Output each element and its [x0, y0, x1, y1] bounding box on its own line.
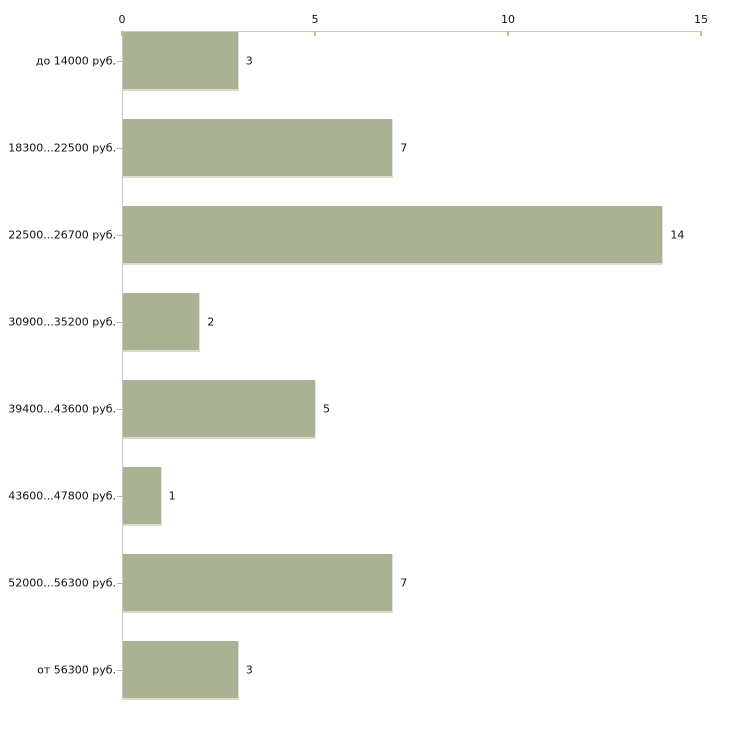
- bar: [123, 467, 162, 526]
- x-tick-label: 10: [501, 13, 515, 26]
- category-label: 18300...22500 руб.: [8, 141, 116, 154]
- x-tick-label: 0: [118, 13, 126, 26]
- bar: [123, 32, 239, 91]
- category-label: до 14000 руб.: [35, 54, 116, 67]
- x-tick-mark: [507, 31, 509, 36]
- x-axis-line: [122, 31, 701, 32]
- value-label: 7: [400, 141, 408, 154]
- bar: [123, 119, 394, 178]
- category-label: 22500...26700 руб.: [8, 228, 116, 241]
- bar: [123, 554, 394, 613]
- value-label: 2: [207, 315, 215, 328]
- x-tick-label: 15: [694, 13, 708, 26]
- category-tick-mark: [117, 408, 122, 410]
- value-label: 3: [245, 663, 253, 676]
- category-tick-mark: [117, 60, 122, 62]
- value-label: 1: [168, 489, 176, 502]
- bar: [123, 380, 316, 439]
- value-label: 3: [245, 54, 253, 67]
- category-tick-mark: [117, 495, 122, 497]
- x-tick-mark: [700, 31, 702, 36]
- value-label: 5: [323, 402, 330, 415]
- x-tick-mark: [121, 31, 123, 36]
- category-tick-mark: [117, 669, 122, 671]
- category-label: 30900...35200 руб.: [8, 315, 116, 328]
- category-tick-mark: [117, 582, 122, 584]
- value-label: 7: [400, 576, 408, 589]
- x-tick-label: 5: [311, 13, 319, 26]
- category-tick-mark: [117, 234, 122, 236]
- category-label: 52000...56300 руб.: [8, 576, 116, 589]
- category-label: от 56300 руб.: [37, 663, 116, 676]
- bar: [123, 293, 201, 352]
- category-label: 39400...43600 руб.: [8, 402, 116, 415]
- category-tick-mark: [117, 321, 122, 323]
- bar: [123, 641, 239, 700]
- category-tick-mark: [117, 147, 122, 149]
- x-tick-mark: [314, 31, 316, 36]
- y-axis-line: [122, 31, 123, 700]
- category-label: 43600...47800 руб.: [8, 489, 116, 502]
- bar: [123, 206, 664, 265]
- value-label: 14: [670, 228, 685, 241]
